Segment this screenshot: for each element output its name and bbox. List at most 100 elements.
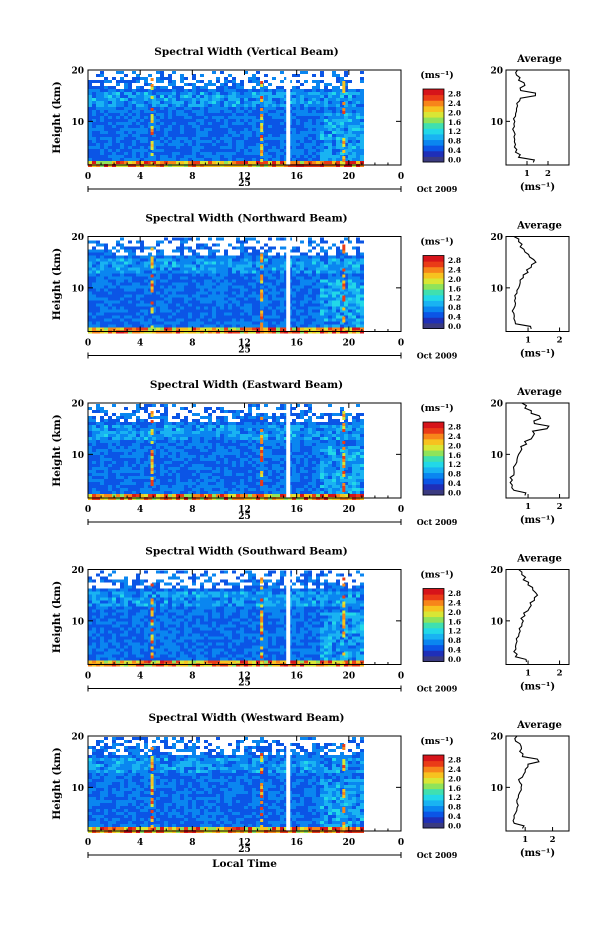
heatmap-cell bbox=[324, 89, 328, 92]
heatmap-cell bbox=[320, 285, 324, 289]
colorbar-segment bbox=[423, 289, 444, 296]
heatmap-cell bbox=[108, 494, 112, 497]
heatmap-cell bbox=[344, 107, 348, 110]
heatmap-cell bbox=[356, 267, 360, 271]
heatmap-cell bbox=[172, 261, 176, 265]
heatmap-cell bbox=[164, 434, 168, 437]
heatmap-cell bbox=[192, 288, 196, 292]
heatmap-cell bbox=[100, 431, 104, 434]
heatmap-cell bbox=[360, 146, 364, 149]
heatmap-cell bbox=[320, 125, 324, 128]
heatmap-cell bbox=[140, 134, 144, 137]
heatmap-cell bbox=[104, 122, 108, 125]
heatmap-cell bbox=[300, 116, 304, 119]
heatmap-cell bbox=[120, 122, 124, 125]
heatmap-cell bbox=[336, 134, 340, 137]
heatmap-cell bbox=[180, 485, 184, 488]
heatmap-cell bbox=[320, 309, 324, 313]
heatmap-cell bbox=[204, 158, 208, 161]
heatmap-cell bbox=[344, 158, 348, 161]
heatmap-cell bbox=[184, 261, 188, 265]
heatmap-cell bbox=[100, 71, 104, 74]
heatmap-cell bbox=[108, 131, 112, 134]
heatmap-cell bbox=[192, 282, 196, 286]
heatmap-cell bbox=[140, 321, 144, 325]
heatmap-cell bbox=[88, 431, 92, 434]
heatmap-cell bbox=[196, 303, 200, 307]
heatmap-cell bbox=[136, 455, 140, 458]
heatmap-cell bbox=[192, 267, 196, 271]
heatmap-cell bbox=[220, 306, 224, 310]
heatmap-cell bbox=[292, 270, 296, 274]
heatmap-cell bbox=[340, 146, 344, 149]
heatmap-cell bbox=[112, 98, 116, 101]
heatmap-cell bbox=[344, 297, 348, 301]
heatmap-cell bbox=[92, 312, 96, 316]
heatmap-cell bbox=[208, 255, 212, 259]
heatmap-cell bbox=[256, 116, 260, 119]
heatmap-cell bbox=[260, 298, 264, 302]
heatmap-cell bbox=[196, 315, 200, 319]
heatmap-cell bbox=[324, 116, 328, 119]
heatmap-cell bbox=[88, 83, 92, 86]
heatmap-cell bbox=[264, 119, 268, 122]
heatmap-cell bbox=[212, 270, 216, 274]
heatmap-cell bbox=[180, 464, 184, 467]
heatmap-cell bbox=[248, 291, 252, 295]
heatmap-cell bbox=[164, 270, 168, 274]
heatmap-cell bbox=[312, 318, 316, 322]
heatmap-cell bbox=[342, 244, 346, 248]
heatmap-cell bbox=[232, 267, 236, 271]
heatmap-cell bbox=[100, 252, 104, 256]
heatmap-cell bbox=[264, 80, 268, 83]
heatmap-cell bbox=[268, 128, 272, 131]
heatmap-cell bbox=[296, 297, 300, 301]
heatmap-cell bbox=[304, 321, 308, 325]
heatmap-cell bbox=[168, 113, 172, 116]
heatmap-cell bbox=[168, 258, 172, 262]
heatmap-cell bbox=[264, 264, 268, 268]
heatmap-cell bbox=[316, 276, 320, 280]
heatmap-cell bbox=[124, 249, 128, 253]
heatmap-cell bbox=[96, 312, 100, 316]
heatmap-cell bbox=[228, 258, 232, 262]
heatmap-cell bbox=[360, 240, 364, 244]
heatmap-cell bbox=[120, 264, 124, 268]
heatmap-cell bbox=[92, 467, 96, 470]
heatmap-cell bbox=[92, 86, 96, 89]
heatmap-cell bbox=[312, 131, 316, 134]
heatmap-cell bbox=[264, 315, 268, 319]
heatmap-cell bbox=[316, 273, 320, 277]
heatmap-cell bbox=[128, 161, 132, 164]
heatmap-cell bbox=[196, 324, 200, 328]
heatmap-cell bbox=[188, 107, 192, 110]
heatmap-cell bbox=[96, 140, 100, 143]
heatmap-cell bbox=[164, 107, 168, 110]
heatmap-cell bbox=[296, 255, 300, 259]
heatmap-cell bbox=[296, 92, 300, 95]
heatmap-cell bbox=[156, 240, 160, 244]
heatmap-cell bbox=[104, 107, 108, 110]
heatmap-cell bbox=[160, 297, 164, 301]
heatmap-cell bbox=[192, 428, 196, 431]
heatmap-cell bbox=[144, 315, 148, 319]
heatmap-cell bbox=[120, 125, 124, 128]
heatmap-cell bbox=[124, 143, 128, 146]
heatmap-cell bbox=[316, 318, 320, 322]
heatmap-cell bbox=[280, 318, 284, 322]
heatmap-cell bbox=[316, 291, 320, 295]
heatmap-cell bbox=[100, 303, 104, 307]
heatmap-cell bbox=[168, 80, 172, 83]
average-y-tick-label: 10 bbox=[490, 118, 503, 128]
heatmap-cell bbox=[304, 255, 308, 259]
heatmap-cell bbox=[196, 237, 200, 241]
heatmap-cell bbox=[244, 104, 248, 107]
heatmap-cell bbox=[200, 273, 204, 277]
heatmap-cell bbox=[152, 452, 156, 455]
heatmap-cell bbox=[252, 149, 256, 152]
heatmap-cell bbox=[352, 104, 356, 107]
colorbar-segment bbox=[423, 311, 444, 318]
heatmap-cell bbox=[150, 301, 154, 305]
heatmap-cell bbox=[316, 252, 320, 256]
heatmap-cell bbox=[88, 270, 92, 274]
